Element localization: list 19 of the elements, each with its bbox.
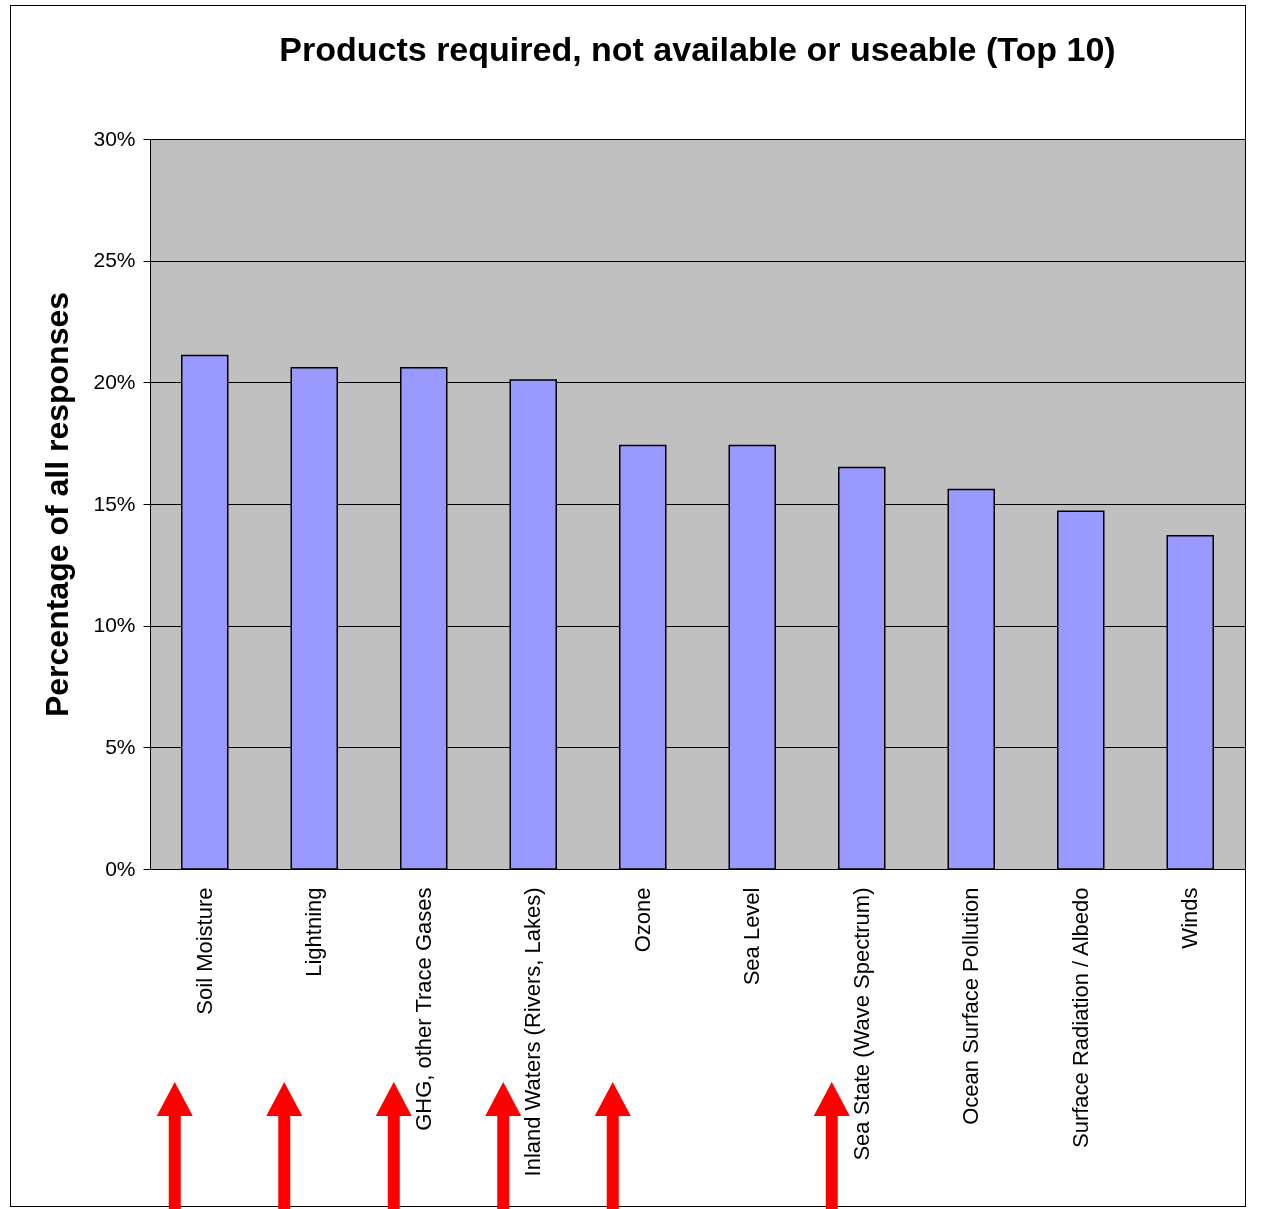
x-tick-label: Surface Radiation / Albedo (1067, 887, 1093, 1149)
x-tick-label: GHG, other Trace Gases (410, 887, 436, 1131)
x-tick-label: Inland Waters (Rivers, Lakes) (520, 887, 546, 1177)
x-tick-label: Ocean Surface Pollution (958, 887, 984, 1125)
y-tick-label: 25% (93, 248, 136, 272)
x-tick-label: Sea State (Wave Spectrum) (848, 887, 874, 1161)
y-tick-label: 0% (105, 856, 136, 880)
chart-title: Products required, not available or useable (Top 10) (279, 30, 1116, 68)
x-tick-label: Sea Level (739, 887, 765, 986)
y-tick-label: 20% (93, 369, 136, 393)
y-tick-label: 10% (93, 613, 136, 637)
y-tick-label: 30% (93, 126, 136, 150)
y-axis-title: Percentage of all responses (39, 291, 76, 718)
x-tick-label: Ozone (629, 887, 655, 953)
x-tick-label: Soil Moisture (191, 887, 217, 1015)
x-tick-label: Lightning (301, 887, 327, 977)
y-tick-label: 5% (105, 734, 136, 758)
x-tick-label: Winds (1177, 887, 1203, 949)
y-tick-label: 15% (93, 491, 136, 515)
